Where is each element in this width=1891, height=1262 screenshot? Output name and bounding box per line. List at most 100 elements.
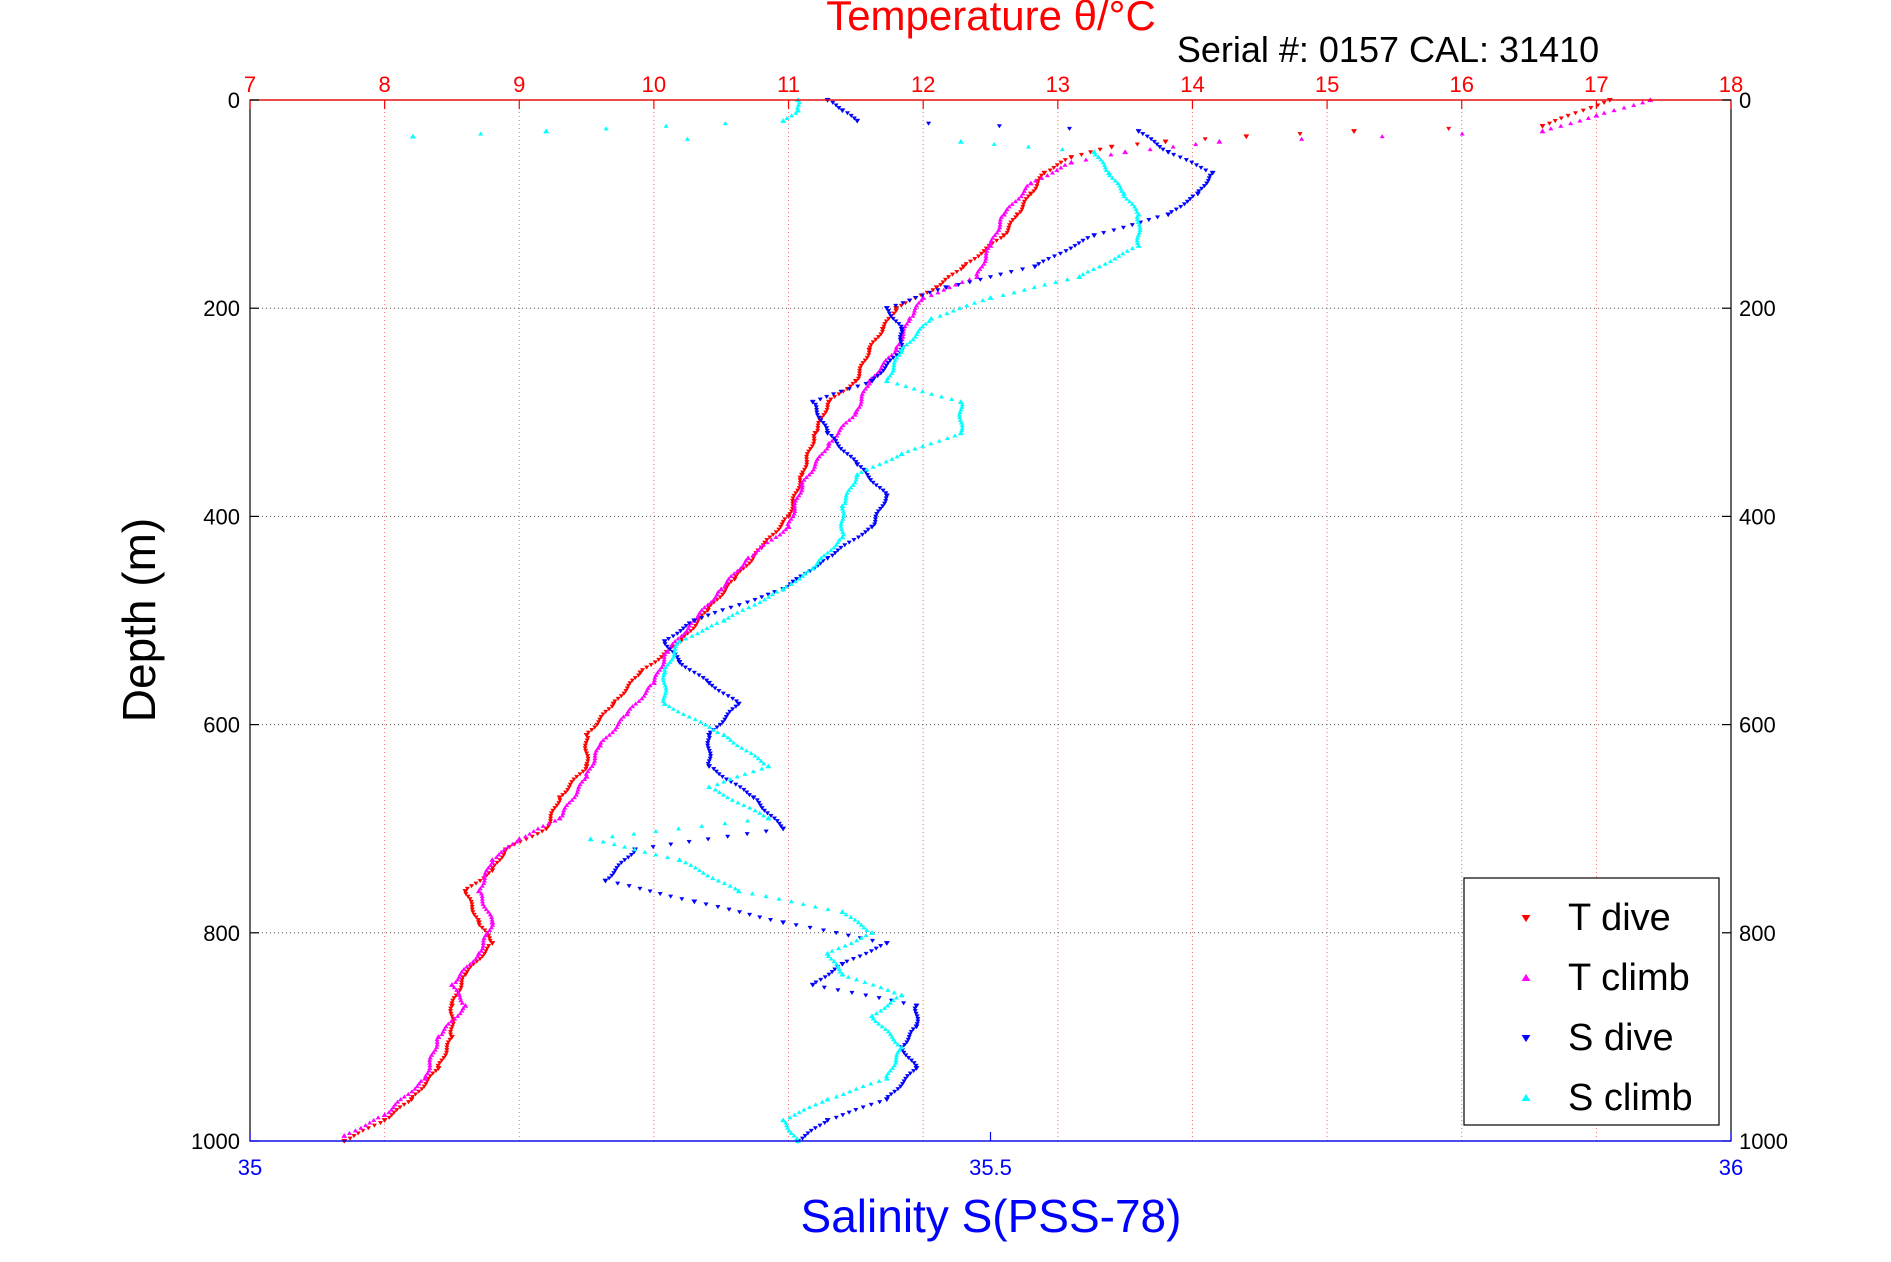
- data-point: [864, 473, 870, 478]
- data-point: [585, 730, 592, 735]
- data-point: [801, 477, 807, 482]
- series-t-dive: [341, 97, 1613, 1144]
- data-point: [735, 701, 742, 707]
- data-point: [818, 418, 824, 423]
- data-point: [890, 355, 896, 361]
- data-point: [725, 712, 731, 717]
- data-point: [846, 417, 852, 422]
- data-point: [819, 451, 825, 456]
- data-point: [728, 579, 734, 584]
- data-point: [944, 435, 951, 441]
- data-point: [856, 374, 862, 379]
- data-point: [733, 704, 739, 709]
- data-point: [815, 426, 821, 431]
- data-point: [468, 884, 475, 889]
- data-point: [805, 1131, 811, 1136]
- data-point: [857, 368, 863, 374]
- data-point: [583, 773, 590, 779]
- data-point: [1101, 230, 1107, 236]
- data-point: [785, 514, 792, 520]
- data-point: [1154, 215, 1161, 220]
- data-point: [885, 987, 891, 992]
- data-point: [676, 638, 683, 644]
- data-point: [702, 722, 709, 727]
- data-point: [1118, 188, 1125, 193]
- data-point: [854, 938, 860, 943]
- data-point: [656, 657, 662, 662]
- data-point: [471, 912, 477, 917]
- data-point: [729, 612, 736, 618]
- data-point: [718, 586, 725, 592]
- data-point: [1297, 132, 1303, 137]
- data-point: [749, 891, 755, 896]
- data-point: [597, 742, 604, 748]
- data-point: [728, 737, 734, 742]
- data-point: [830, 100, 836, 105]
- data-point: [798, 472, 806, 478]
- data-point: [917, 326, 923, 331]
- data-point: [836, 392, 842, 397]
- data-point: [447, 1029, 454, 1035]
- data-point: [1157, 145, 1163, 150]
- data-point: [813, 563, 819, 568]
- data-point: [351, 1134, 357, 1139]
- data-point: [898, 324, 904, 329]
- data-point: [858, 935, 864, 940]
- data-point: [832, 967, 838, 972]
- data-point: [459, 980, 465, 985]
- data-point: [457, 988, 463, 993]
- data-point: [825, 953, 831, 958]
- data-point: [1196, 189, 1202, 194]
- data-point: [665, 662, 671, 667]
- data-point: [1207, 173, 1213, 178]
- data-point: [643, 691, 649, 696]
- data-point: [647, 889, 653, 894]
- data-point: [814, 410, 820, 415]
- data-point: [1243, 134, 1250, 140]
- data-point: [371, 1117, 377, 1122]
- data-point: [907, 1032, 913, 1037]
- temperature-tick-label: 11: [777, 72, 800, 97]
- data-point: [509, 841, 516, 847]
- data-point: [899, 342, 905, 347]
- data-point: [788, 581, 794, 586]
- data-point: [836, 106, 842, 111]
- data-point: [888, 1092, 894, 1097]
- data-point: [550, 808, 556, 813]
- data-point: [448, 1034, 456, 1040]
- data-point: [755, 756, 761, 761]
- data-point: [838, 425, 844, 430]
- data-point: [416, 1089, 422, 1094]
- data-point: [569, 797, 575, 802]
- data-point: [865, 527, 871, 532]
- data-point: [1020, 191, 1026, 196]
- data-point: [705, 746, 711, 751]
- data-point: [522, 834, 529, 839]
- data-point: [870, 340, 876, 345]
- data-point: [868, 478, 874, 483]
- data-point: [697, 610, 703, 615]
- data-point: [363, 1123, 369, 1128]
- data-point: [496, 852, 502, 857]
- data-point: [778, 824, 784, 829]
- data-point: [822, 1121, 828, 1126]
- data-point: [686, 839, 692, 845]
- data-point: [977, 277, 983, 282]
- data-point: [832, 551, 838, 556]
- data-point: [841, 514, 847, 519]
- data-point: [1038, 173, 1045, 178]
- data-point: [444, 1042, 450, 1048]
- data-point: [645, 685, 651, 690]
- data-point: [358, 1125, 364, 1130]
- data-point: [579, 779, 585, 784]
- data-point: [1014, 212, 1021, 218]
- data-point: [465, 894, 471, 899]
- data-point: [435, 1063, 441, 1068]
- data-point: [716, 789, 723, 795]
- data-point: [720, 608, 726, 613]
- data-point: [992, 232, 998, 238]
- data-point: [705, 738, 711, 743]
- data-point: [890, 998, 896, 1003]
- data-point: [712, 686, 718, 691]
- depth-tick-label-right: 800: [1739, 921, 1776, 946]
